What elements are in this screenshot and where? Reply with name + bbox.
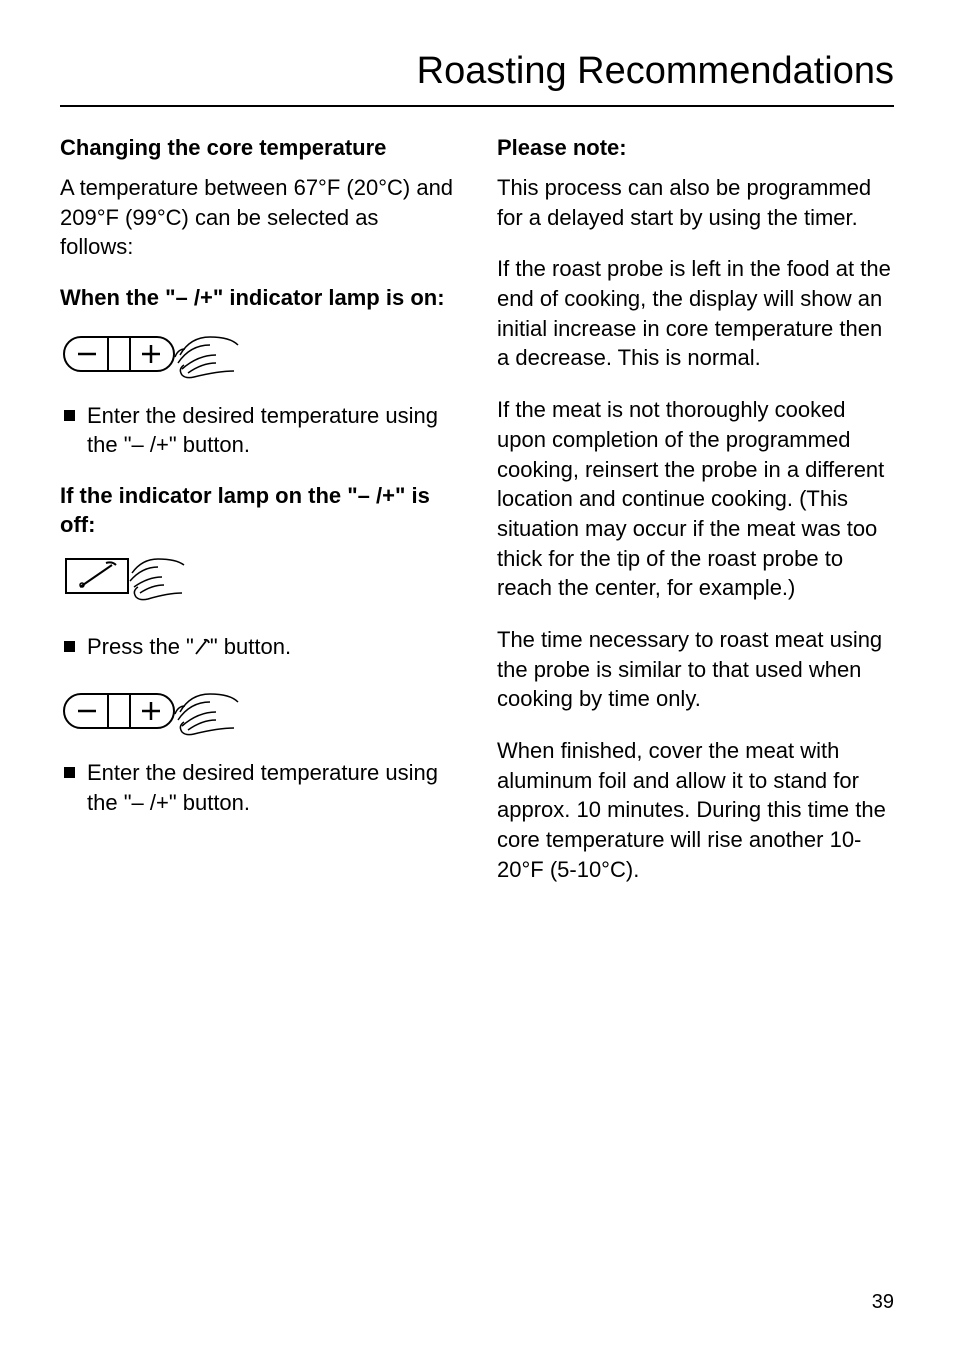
figure-minus-plus-button-2	[60, 684, 457, 744]
text-post: " button.	[210, 634, 291, 659]
page-number: 39	[872, 1291, 894, 1314]
para-not-cooked: If the meat is not thoroughly cooked upo…	[497, 395, 894, 603]
heading-lamp-on: When the "– /+" indicator lamp is on:	[60, 284, 457, 313]
heading-changing-core-temp: Changing the core temperature	[60, 135, 457, 161]
para-when-finished: When finished, cover the meat with alumi…	[497, 736, 894, 884]
two-column-layout: Changing the core temperature A temperat…	[60, 135, 894, 906]
probe-inline-icon	[194, 638, 210, 656]
figure-minus-plus-button-1	[60, 327, 457, 387]
figure-probe-button	[60, 553, 457, 618]
heading-please-note: Please note:	[497, 135, 894, 161]
bullet-text: Enter the desired temperature using the …	[87, 401, 457, 460]
bullet-text: Enter the desired temperature using the …	[87, 758, 457, 817]
bullet-square-icon	[64, 641, 75, 652]
bullet-enter-temp-1: Enter the desired temperature using the …	[60, 401, 457, 460]
bullet-enter-temp-2: Enter the desired temperature using the …	[60, 758, 457, 817]
text-pre: Press the "	[87, 634, 194, 659]
page-title: Roasting Recommendations	[60, 50, 894, 93]
bullet-square-icon	[64, 410, 75, 421]
right-column: Please note: This process can also be pr…	[497, 135, 894, 906]
heading-lamp-off: If the indicator lamp on the "– /+" is o…	[60, 482, 457, 539]
bullet-square-icon	[64, 767, 75, 778]
para-probe-left-in: If the roast probe is left in the food a…	[497, 254, 894, 373]
para-delayed-start: This process can also be programmed for …	[497, 173, 894, 232]
para-temp-range: A temperature between 67°F (20°C) and 20…	[60, 173, 457, 262]
left-column: Changing the core temperature A temperat…	[60, 135, 457, 906]
title-rule	[60, 105, 894, 107]
bullet-text: Press the " " button.	[87, 632, 291, 662]
para-time-necessary: The time necessary to roast meat using t…	[497, 625, 894, 714]
bullet-press-button: Press the " " button.	[60, 632, 457, 662]
